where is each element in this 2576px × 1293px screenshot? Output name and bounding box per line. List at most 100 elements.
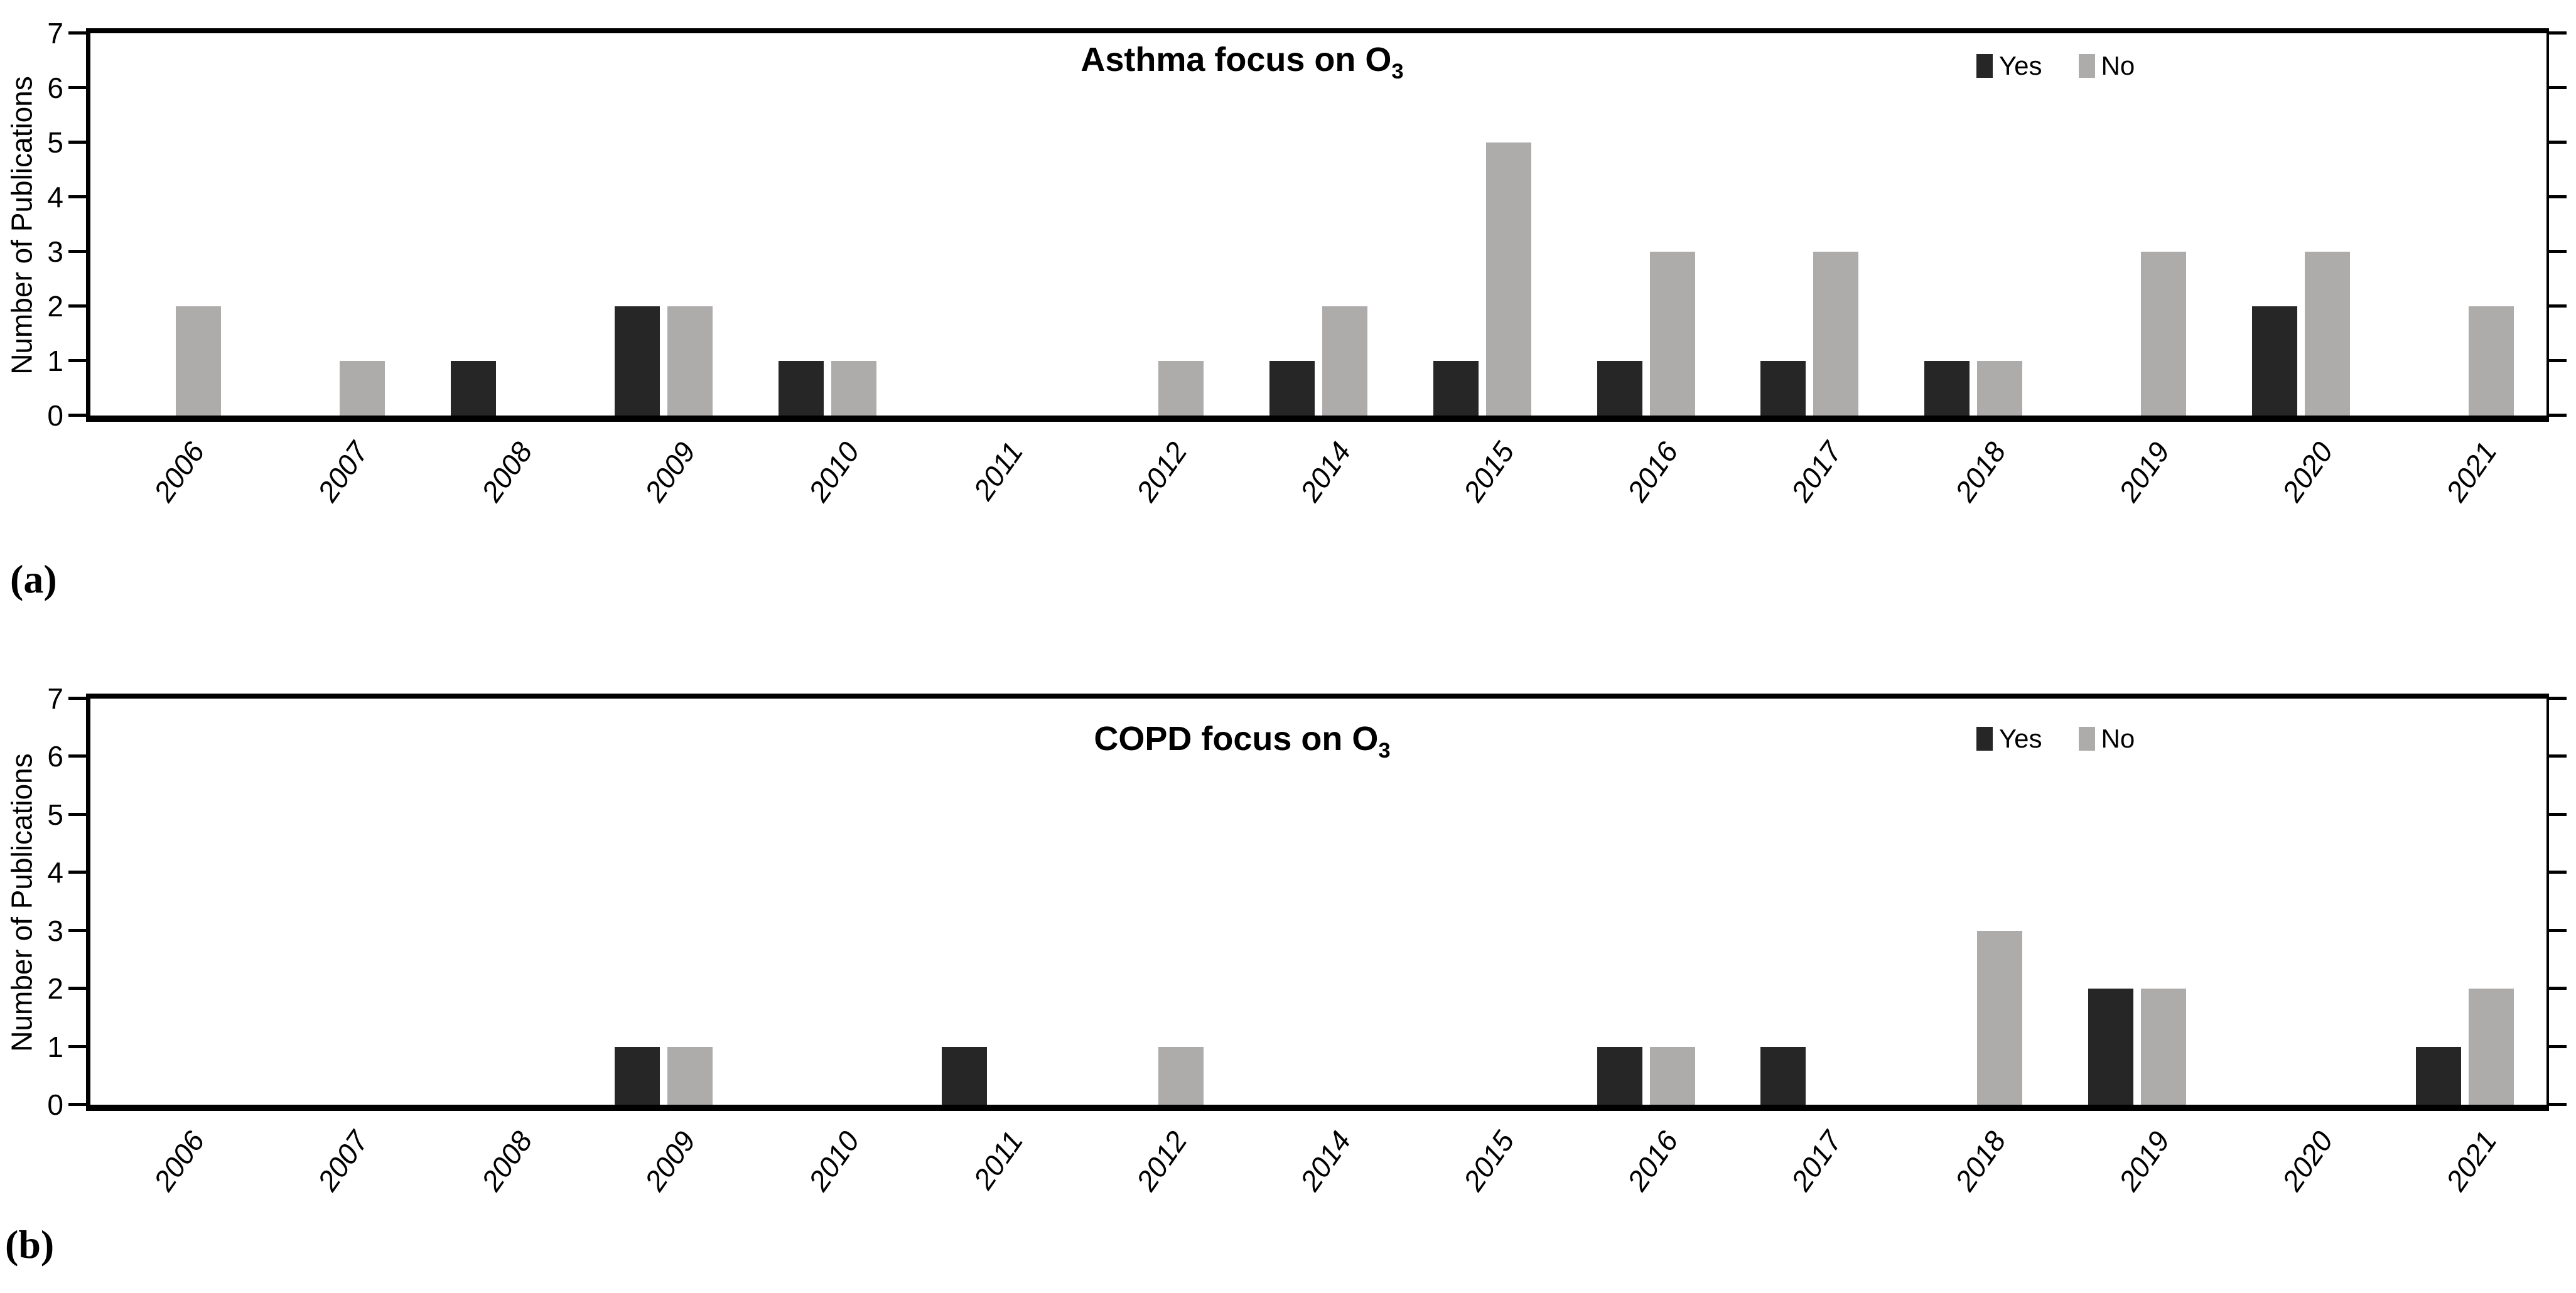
y-tick-left-5 — [68, 141, 86, 144]
bar-no-2015 — [1485, 142, 1531, 416]
y-tick-right-4 — [2549, 195, 2567, 198]
x-axis-label-2020: 2020 — [2275, 1125, 2340, 1197]
x-axis-label-2012: 2012 — [1129, 436, 1194, 508]
bar-no-2019 — [2141, 989, 2186, 1105]
x-axis-label-2020: 2020 — [2275, 436, 2340, 508]
bar-yes-2021 — [2415, 1046, 2461, 1105]
bar-no-2012 — [1158, 361, 1204, 416]
x-axis-label-2021: 2021 — [2439, 436, 2504, 508]
legend-label-yes: Yes — [1999, 724, 2042, 753]
bar-yes-2017 — [1760, 1046, 1806, 1105]
bar-no-2018 — [1977, 930, 2023, 1105]
x-axis-label-2009: 2009 — [638, 436, 703, 508]
bar-yes-2017 — [1760, 361, 1806, 416]
y-tick-label-1: 1 — [47, 1030, 63, 1063]
x-axis-label-2008: 2008 — [475, 436, 539, 508]
plot-area — [86, 694, 2549, 1111]
chart-title-text: COPD focus on O — [1094, 720, 1379, 758]
y-tick-label-1: 1 — [47, 345, 63, 377]
y-tick-label-6: 6 — [47, 72, 63, 104]
bar-yes-2010 — [778, 361, 824, 416]
x-axis-label-2021: 2021 — [2439, 1125, 2504, 1197]
y-tick-left-1 — [68, 359, 86, 362]
y-tick-right-1 — [2549, 359, 2567, 362]
y-tick-right-6 — [2549, 86, 2567, 89]
y-tick-left-0 — [68, 1103, 86, 1106]
bar-no-2016 — [1649, 252, 1695, 416]
x-axis-label-2010: 2010 — [802, 1125, 866, 1197]
x-axis-label-2015: 2015 — [1457, 436, 1521, 508]
bar-no-2006 — [176, 306, 222, 416]
y-tick-label-3: 3 — [47, 914, 63, 947]
bar-yes-2009 — [614, 306, 660, 416]
panel-label-b: (b) — [5, 1222, 55, 1267]
y-tick-label-7: 7 — [47, 682, 63, 715]
legend-swatch-yes — [1976, 727, 1993, 751]
x-axis-label-2008: 2008 — [475, 1125, 539, 1197]
chart-title-text: Asthma focus on O — [1081, 41, 1392, 78]
y-tick-left-3 — [68, 928, 86, 932]
y-tick-right-0 — [2549, 1103, 2567, 1106]
bar-yes-2008 — [451, 361, 496, 416]
y-tick-left-0 — [68, 414, 86, 417]
chart-title-subscript: 3 — [1378, 738, 1391, 763]
bars-layer — [90, 699, 2546, 1105]
x-axis-label-2007: 2007 — [311, 1125, 375, 1197]
bar-no-2009 — [667, 1046, 713, 1105]
bar-no-2012 — [1158, 1046, 1204, 1105]
x-axis-label-2011: 2011 — [967, 1125, 1030, 1195]
y-tick-left-2 — [68, 304, 86, 308]
x-axis-label-2017: 2017 — [1784, 1125, 1848, 1197]
legend-swatch-no — [2078, 727, 2095, 751]
bar-yes-2018 — [1924, 361, 1970, 416]
y-tick-label-3: 3 — [47, 235, 63, 268]
bar-no-2021 — [2468, 306, 2514, 416]
y-tick-right-2 — [2549, 304, 2567, 308]
y-tick-label-0: 0 — [47, 399, 63, 432]
y-tick-right-3 — [2549, 928, 2567, 932]
x-axis-label-2011: 2011 — [967, 436, 1030, 506]
bar-no-2018 — [1977, 361, 2023, 416]
y-tick-right-7 — [2549, 697, 2567, 700]
chart-title: Asthma focus on O3 — [11, 40, 2474, 84]
x-axis-label-2014: 2014 — [1293, 1125, 1357, 1197]
bar-yes-2020 — [2251, 306, 2297, 416]
bar-no-2009 — [667, 306, 713, 416]
legend-label-yes: Yes — [1999, 51, 2042, 80]
bar-yes-2019 — [2088, 989, 2133, 1105]
plot-area — [86, 28, 2549, 422]
bar-no-2017 — [1813, 252, 1859, 416]
legend: Yes No — [1976, 53, 2135, 79]
y-tick-left-7 — [68, 697, 86, 700]
x-axis-label-2014: 2014 — [1293, 436, 1357, 508]
chart-title: COPD focus on O3 — [11, 719, 2474, 763]
legend-label-no: No — [2101, 51, 2135, 80]
bar-yes-2011 — [942, 1046, 988, 1105]
x-axis-label-2006: 2006 — [147, 1125, 211, 1197]
y-tick-right-4 — [2549, 871, 2567, 874]
x-axis-label-2019: 2019 — [2112, 436, 2176, 508]
y-tick-label-4: 4 — [47, 181, 63, 213]
y-tick-left-7 — [68, 31, 86, 35]
y-tick-label-4: 4 — [47, 856, 63, 889]
y-tick-right-5 — [2549, 141, 2567, 144]
y-tick-left-2 — [68, 987, 86, 990]
x-axis-label-2018: 2018 — [1948, 436, 2012, 508]
bar-yes-2016 — [1597, 361, 1642, 416]
x-axis-label-2007: 2007 — [311, 436, 375, 508]
y-tick-right-1 — [2549, 1044, 2567, 1048]
y-tick-right-6 — [2549, 754, 2567, 758]
bar-no-2014 — [1322, 306, 1367, 416]
bar-yes-2016 — [1597, 1046, 1642, 1105]
y-tick-label-6: 6 — [47, 740, 63, 773]
bar-no-2019 — [2141, 252, 2186, 416]
y-tick-right-0 — [2549, 414, 2567, 417]
y-tick-left-1 — [68, 1044, 86, 1048]
panel-label-a: (a) — [10, 557, 57, 601]
bar-yes-2014 — [1269, 361, 1315, 416]
y-tick-label-2: 2 — [47, 290, 63, 323]
bars-layer — [90, 33, 2546, 416]
y-tick-left-5 — [68, 812, 86, 816]
bar-no-2010 — [831, 361, 876, 416]
y-tick-left-6 — [68, 754, 86, 758]
